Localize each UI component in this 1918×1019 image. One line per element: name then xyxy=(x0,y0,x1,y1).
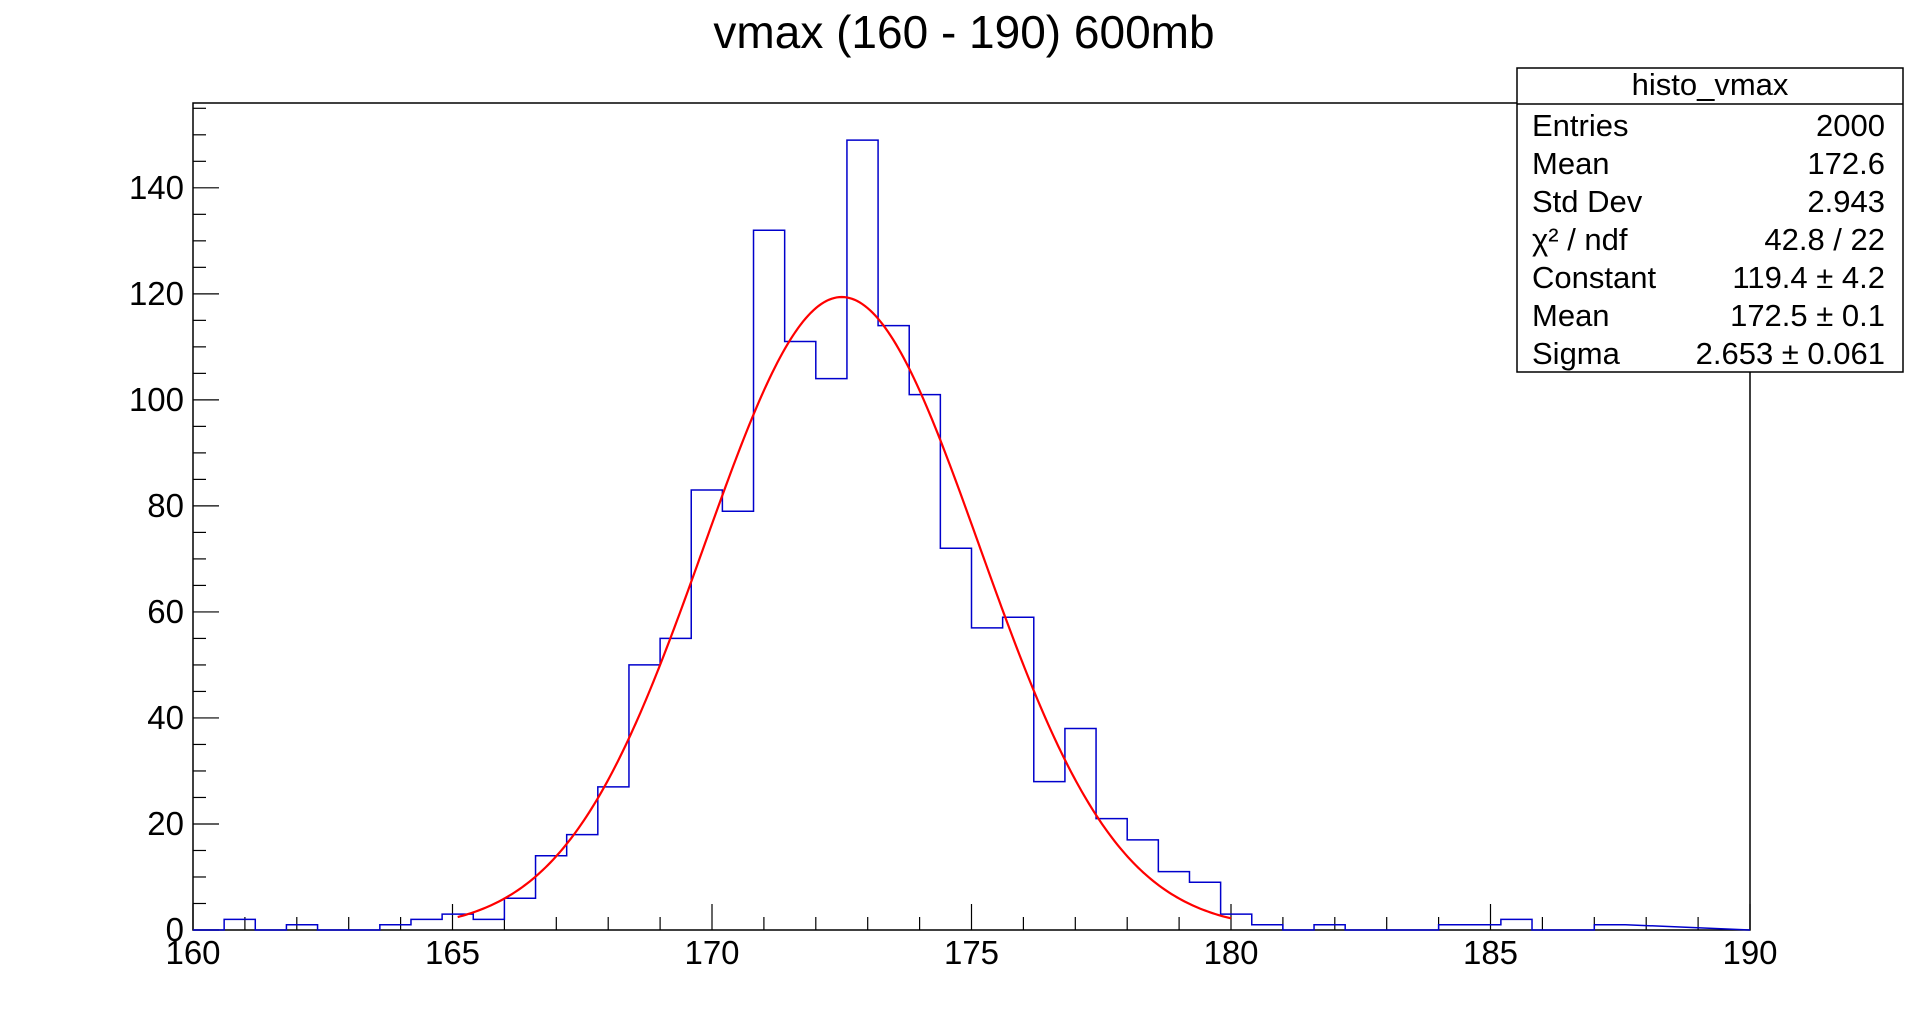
stats-row-value: 2.943 xyxy=(1807,184,1885,219)
stats-row-label: χ² / ndf xyxy=(1532,222,1628,257)
histogram-bin xyxy=(1314,925,1345,930)
x-tick-label: 185 xyxy=(1463,934,1518,971)
axis-ticks xyxy=(192,107,1751,931)
histogram-outline xyxy=(193,139,1751,931)
histogram-bin xyxy=(411,919,442,930)
histogram-bin xyxy=(691,490,722,930)
x-tick-label: 180 xyxy=(1203,934,1258,971)
stats-row-value: 42.8 / 22 xyxy=(1764,222,1885,257)
histogram-bin xyxy=(286,925,317,930)
y-tick-label: 100 xyxy=(129,381,184,418)
histogram-bin xyxy=(1252,925,1283,930)
stats-row-label: Mean xyxy=(1532,298,1610,333)
stats-box-title: histo_vmax xyxy=(1632,67,1789,102)
histogram-bin xyxy=(1501,919,1532,930)
x-tick-label: 190 xyxy=(1722,934,1777,971)
histogram-bin xyxy=(504,898,535,930)
histogram-bin xyxy=(1096,819,1127,930)
y-tick-label: 140 xyxy=(129,169,184,206)
stats-row-value: 119.4 ± 4.2 xyxy=(1732,260,1885,295)
histogram-bin xyxy=(972,628,1003,930)
stats-row-label: Entries xyxy=(1532,108,1628,143)
histogram-bin xyxy=(1594,925,1625,930)
x-tick-label: 160 xyxy=(165,934,220,971)
stats-row-value: 2.653 ± 0.061 xyxy=(1696,336,1885,371)
histogram-bin xyxy=(1003,617,1034,930)
histogram-bin xyxy=(754,230,785,930)
histogram-bin xyxy=(473,919,504,930)
histogram-bin xyxy=(878,326,909,930)
histogram-bin xyxy=(785,342,816,930)
histogram-bin xyxy=(224,919,255,930)
y-tick-label: 20 xyxy=(147,805,184,842)
histogram-bin xyxy=(816,379,847,930)
x-tick-label: 175 xyxy=(944,934,999,971)
stats-row-value: 172.6 xyxy=(1807,146,1885,181)
stats-row-label: Mean xyxy=(1532,146,1610,181)
y-tick-label: 60 xyxy=(147,593,184,630)
y-tick-label: 80 xyxy=(147,487,184,524)
y-tick-labels: 0 20 40 60 80 100 120 140 xyxy=(129,169,184,948)
histogram-bin xyxy=(847,140,878,930)
histogram-bin xyxy=(536,856,567,930)
histogram-bin xyxy=(909,395,940,930)
chart-title: vmax (160 - 190) 600mb xyxy=(713,6,1214,58)
gaussian-fit-curve xyxy=(457,295,1232,920)
histogram-bin xyxy=(1127,840,1158,930)
stats-row-value: 2000 xyxy=(1816,108,1885,143)
histogram-bin xyxy=(1470,925,1501,930)
y-tick-label: 120 xyxy=(129,275,184,312)
y-tick-label: 0 xyxy=(166,911,184,948)
histogram-bin xyxy=(660,638,691,930)
histogram-bin xyxy=(598,787,629,930)
stats-row-value: 172.5 ± 0.1 xyxy=(1730,298,1885,333)
stats-row-label: Sigma xyxy=(1532,336,1621,371)
stats-row-label: Std Dev xyxy=(1532,184,1643,219)
histogram-bin xyxy=(722,511,753,930)
stats-row-label: Constant xyxy=(1532,260,1656,295)
stats-box: histo_vmax Entries 2000 Mean 172.6 Std Dev 2.… xyxy=(1516,67,1904,373)
y-tick-label: 40 xyxy=(147,699,184,736)
x-tick-label: 170 xyxy=(684,934,739,971)
histogram-bin xyxy=(567,835,598,930)
histogram-bin xyxy=(940,548,971,930)
x-tick-label: 165 xyxy=(425,934,480,971)
histogram-bin xyxy=(380,925,411,930)
x-tick-labels: 160 165 170 175 180 185 190 xyxy=(165,934,1777,971)
histogram-bin xyxy=(1439,925,1470,930)
histogram-bars xyxy=(224,140,1625,930)
histogram-bin xyxy=(1065,729,1096,930)
histogram-bin xyxy=(1034,782,1065,930)
